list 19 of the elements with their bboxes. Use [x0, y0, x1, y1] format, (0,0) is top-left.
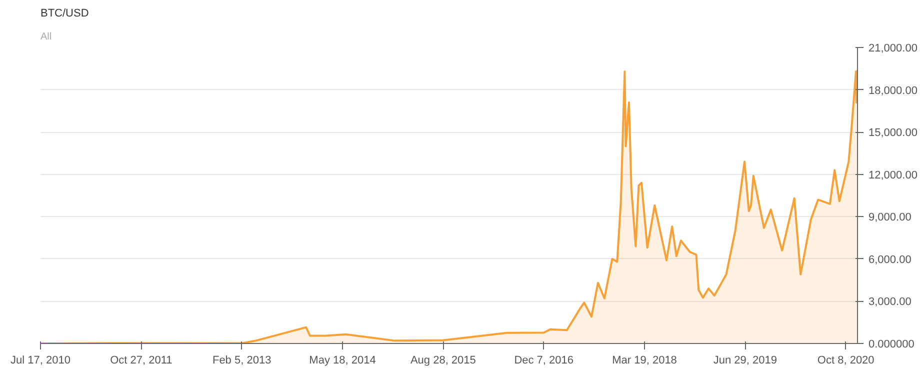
- x-tick-label: Jun 29, 2019: [713, 354, 778, 366]
- x-tick-label: Oct 27, 2011: [110, 354, 172, 366]
- y-tick-label: 9,000.00: [868, 212, 912, 224]
- chart-title: BTC/USD: [40, 8, 89, 20]
- x-tick-label: May 18, 2014: [309, 354, 376, 366]
- chart-subtitle: All: [40, 32, 52, 42]
- y-tick-label: 3,000.00: [868, 296, 912, 308]
- x-tick-label: Jul 17, 2010: [10, 354, 70, 366]
- y-tick-label: 18,000.00: [868, 84, 918, 97]
- y-tick-label: 12,000.00: [868, 169, 918, 182]
- y-tick-label: 0.000000: [868, 338, 914, 350]
- x-tick-label: Mar 19, 2018: [612, 354, 677, 366]
- x-tick-label: Aug 28, 2015: [410, 354, 476, 366]
- y-tick-label: 15,000.00: [868, 127, 918, 140]
- x-tick-label: Oct 8, 2020: [817, 354, 874, 366]
- x-tick-label: Feb 5, 2013: [212, 354, 272, 366]
- y-tick-label: 21,000.00: [868, 42, 918, 54]
- y-tick-label: 6,000.00: [868, 254, 912, 266]
- x-tick-label: Dec 7, 2016: [514, 354, 574, 366]
